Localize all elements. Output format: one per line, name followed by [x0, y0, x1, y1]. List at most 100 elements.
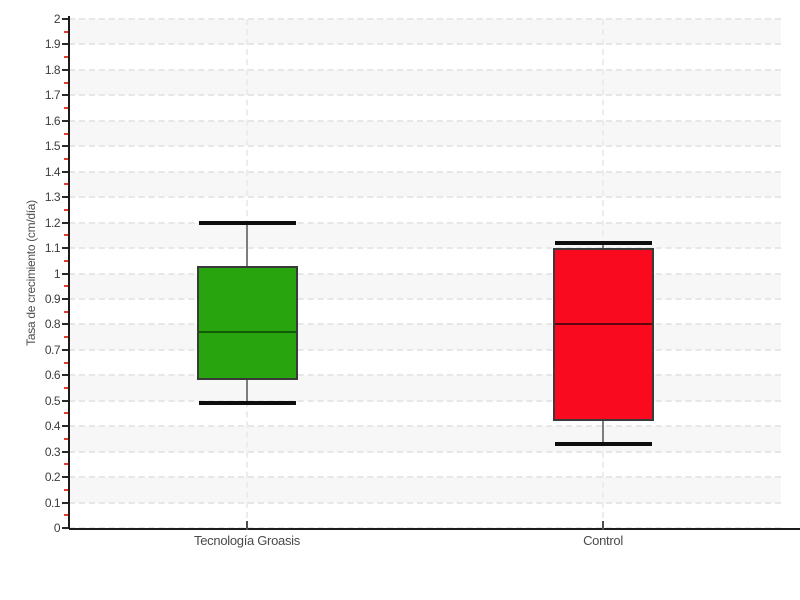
y-tick-label: 0.2: [44, 470, 61, 485]
horizontal-gridline: [69, 221, 781, 224]
category-label: Control: [583, 533, 623, 548]
y-tick-label: 0.9: [44, 291, 61, 306]
y-tick-label: 2: [53, 12, 61, 26]
y-tick-label: 0.8: [44, 317, 61, 332]
y-tick-label: 0.7: [44, 342, 61, 357]
lower-whisker-stem: [246, 380, 248, 404]
y-major-tick: [62, 221, 68, 224]
horizontal-gridline: [69, 501, 781, 504]
y-major-tick: [62, 399, 68, 402]
y-major-tick: [62, 348, 68, 351]
plot-band: [69, 248, 781, 274]
y-minor-tick: [64, 514, 68, 517]
y-tick-label: 1.5: [44, 139, 61, 154]
y-major-tick: [62, 196, 68, 199]
horizontal-gridline: [69, 348, 781, 351]
plot-band: [69, 400, 781, 427]
horizontal-gridline: [69, 374, 781, 377]
upper-whisker-stem: [602, 242, 604, 249]
y-major-tick: [62, 170, 68, 173]
x-axis-line: [69, 528, 800, 530]
plot-band: [69, 477, 781, 503]
y-minor-tick: [64, 336, 68, 339]
upper-whisker-cap: [554, 240, 652, 245]
plot-area: [69, 18, 781, 529]
y-major-tick: [62, 450, 68, 453]
plot-band: [69, 273, 781, 299]
y-major-tick: [62, 323, 68, 326]
y-tick-label: 0.4: [44, 419, 61, 434]
plot-band: [69, 120, 781, 147]
y-major-tick: [62, 119, 68, 122]
y-minor-tick: [64, 81, 68, 84]
plot-band: [69, 146, 781, 172]
y-minor-tick: [64, 437, 68, 440]
lower-whisker-cap: [554, 442, 652, 446]
y-tick-label: 0.1: [44, 495, 61, 510]
y-major-tick: [62, 527, 68, 529]
horizontal-gridline: [69, 170, 781, 173]
y-minor-tick: [64, 463, 68, 466]
y-major-tick: [62, 68, 68, 71]
y-major-tick: [62, 145, 68, 148]
category-label: Tecnología Groasis: [194, 533, 300, 548]
y-tick-label: 1.1: [44, 241, 61, 256]
y-tick-label: 1.9: [44, 37, 61, 52]
y-minor-tick: [64, 56, 68, 59]
median-line: [554, 323, 652, 326]
horizontal-gridline: [69, 247, 781, 250]
y-minor-tick: [64, 157, 68, 160]
lower-whisker-stem: [602, 421, 604, 444]
horizontal-gridline: [69, 18, 781, 20]
y-tick-label: 1.7: [44, 88, 61, 103]
y-minor-tick: [64, 310, 68, 313]
y-tick-label: 1.2: [44, 215, 61, 230]
y-minor-tick: [64, 259, 68, 262]
y-major-tick: [62, 18, 68, 20]
horizontal-gridline: [69, 399, 781, 402]
y-tick-label: 1: [53, 266, 61, 281]
horizontal-gridline: [69, 119, 781, 122]
y-minor-tick: [64, 107, 68, 110]
horizontal-gridline: [69, 450, 781, 453]
horizontal-gridline: [69, 94, 781, 97]
plot-band: [69, 44, 781, 70]
plot-band: [69, 324, 781, 350]
y-minor-tick: [64, 132, 68, 135]
y-axis-title: Tasa de crecimiento (cm/día): [24, 200, 38, 346]
plot-band: [69, 19, 781, 45]
y-minor-tick: [64, 412, 68, 415]
y-tick-label: 1.3: [44, 190, 61, 205]
y-tick-label: 0.3: [44, 444, 61, 459]
plot-band: [69, 95, 781, 121]
horizontal-gridline: [69, 68, 781, 71]
y-tick-label: 0.6: [44, 368, 61, 383]
y-tick-label: 1.4: [44, 164, 61, 179]
y-major-tick: [62, 501, 68, 504]
plot-band: [69, 349, 781, 376]
y-major-tick: [62, 94, 68, 97]
upper-whisker-stem: [246, 222, 248, 266]
y-minor-tick: [64, 183, 68, 186]
lower-whisker-cap: [198, 401, 296, 406]
plot-band: [69, 197, 781, 223]
plot-band: [69, 451, 781, 478]
median-line: [198, 331, 296, 334]
y-axis-line: [68, 16, 70, 529]
plot-band: [69, 426, 781, 452]
upper-whisker-cap: [198, 220, 296, 225]
horizontal-gridline: [69, 43, 781, 46]
plot-band: [69, 298, 781, 325]
horizontal-gridline: [69, 297, 781, 300]
y-major-tick: [62, 476, 68, 479]
y-minor-tick: [64, 387, 68, 390]
x-tick: [246, 521, 248, 530]
y-minor-tick: [64, 234, 68, 237]
horizontal-gridline: [69, 272, 781, 275]
horizontal-gridline: [69, 425, 781, 428]
y-minor-tick: [64, 30, 68, 33]
y-tick-label: 1.8: [44, 62, 61, 77]
y-tick-label: 1.6: [44, 113, 61, 128]
box: [552, 248, 654, 422]
